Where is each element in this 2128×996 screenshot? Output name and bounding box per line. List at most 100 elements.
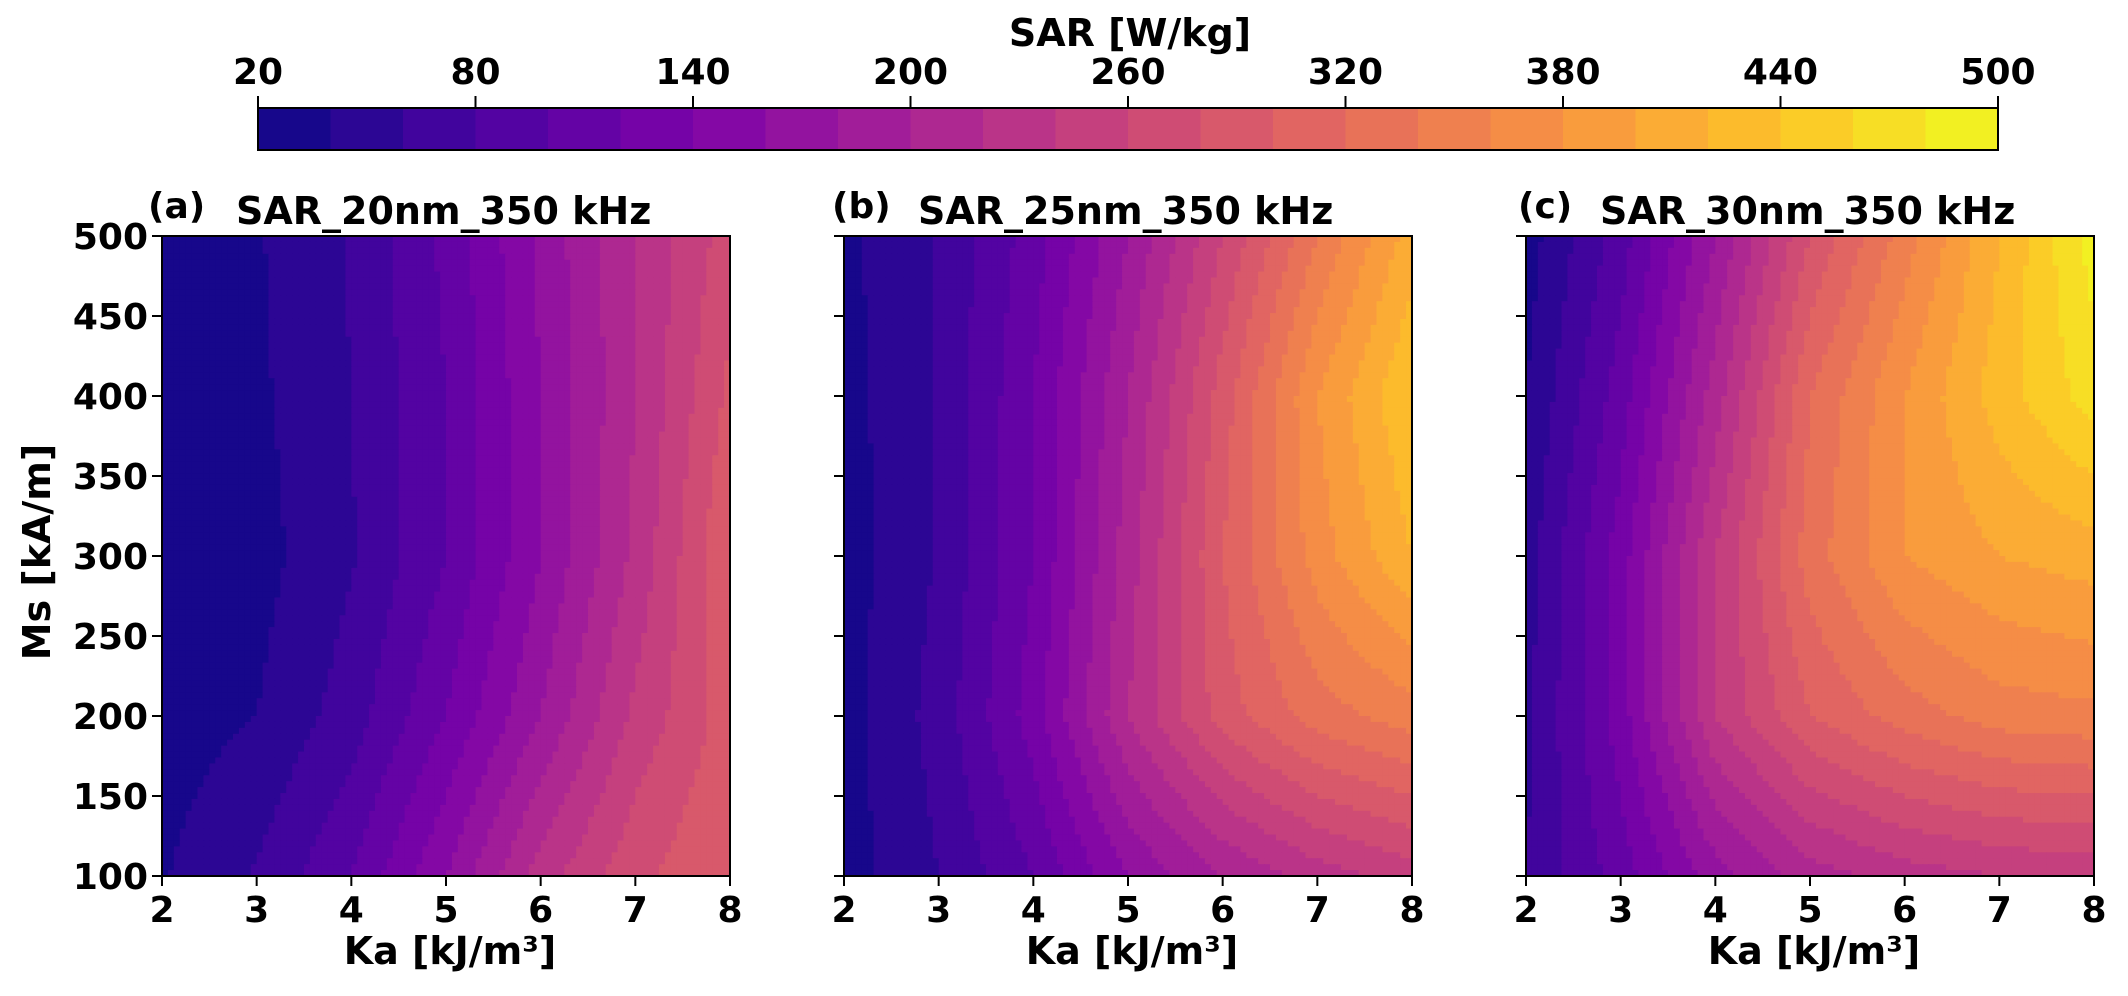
heatmap-cell: [434, 360, 441, 367]
heatmap-cell: [647, 254, 654, 261]
heatmap-cell: [393, 467, 400, 474]
heatmap-cell: [482, 503, 489, 510]
heatmap-cell: [606, 396, 613, 403]
heatmap-cell: [712, 248, 719, 255]
heatmap-cell: [298, 248, 305, 255]
heatmap-cell: [464, 289, 471, 296]
heatmap-cell: [553, 301, 560, 308]
heatmap-cell: [328, 426, 335, 433]
heatmap-cell: [215, 248, 222, 255]
heatmap-cell: [168, 455, 175, 462]
heatmap-cell: [689, 390, 696, 397]
heatmap-cell: [251, 343, 258, 350]
heatmap-cell: [505, 283, 512, 290]
heatmap-cell: [659, 485, 666, 492]
heatmap-cell: [375, 491, 382, 498]
heatmap-cell: [677, 266, 684, 273]
heatmap-cell: [251, 254, 258, 261]
heatmap-cell: [594, 301, 601, 308]
heatmap-cell: [624, 313, 631, 320]
heatmap-cell: [600, 319, 607, 326]
heatmap-cell: [700, 485, 707, 492]
heatmap-cell: [553, 319, 560, 326]
heatmap-cell: [416, 307, 423, 314]
heatmap-cell: [570, 420, 577, 427]
heatmap-cell: [452, 301, 459, 308]
heatmap-cell: [411, 325, 418, 332]
heatmap-cell: [221, 402, 228, 409]
heatmap-cell: [345, 319, 352, 326]
heatmap-cell: [695, 396, 702, 403]
heatmap-cell: [221, 437, 228, 444]
heatmap-cell: [635, 396, 642, 403]
heatmap-cell: [600, 402, 607, 409]
heatmap-cell: [635, 301, 642, 308]
heatmap-cell: [647, 473, 654, 480]
heatmap-cell: [428, 420, 435, 427]
heatmap-cell: [357, 266, 364, 273]
heatmap-cell: [564, 396, 571, 403]
heatmap-cell: [558, 402, 565, 409]
heatmap-cell: [375, 307, 382, 314]
heatmap-cell: [298, 432, 305, 439]
heatmap-cell: [405, 277, 412, 284]
heatmap-cell: [647, 491, 654, 498]
heatmap-cell: [215, 355, 222, 362]
heatmap-cell: [464, 307, 471, 314]
heatmap-cell: [629, 313, 636, 320]
heatmap-cell: [357, 420, 364, 427]
heatmap-cell: [718, 378, 725, 385]
heatmap-cell: [612, 295, 619, 302]
heatmap-cell: [671, 272, 678, 279]
heatmap-cell: [381, 289, 388, 296]
heatmap-cell: [345, 408, 352, 415]
heatmap-cell: [718, 343, 725, 350]
heatmap-cell: [629, 349, 636, 356]
heatmap-cell: [493, 331, 500, 338]
heatmap-cell: [192, 473, 199, 480]
heatmap-cell: [511, 396, 518, 403]
heatmap-cell: [381, 301, 388, 308]
heatmap-cell: [239, 479, 246, 486]
heatmap-cell: [428, 491, 435, 498]
heatmap-cell: [263, 390, 270, 397]
heatmap-cell: [665, 266, 672, 273]
heatmap-cell: [405, 414, 412, 421]
heatmap-cell: [351, 437, 358, 444]
heatmap-cell: [659, 396, 666, 403]
heatmap-cell: [186, 325, 193, 332]
heatmap-cell: [712, 349, 719, 356]
heatmap-cell: [671, 408, 678, 415]
heatmap-cell: [618, 432, 625, 439]
heatmap-cell: [393, 479, 400, 486]
heatmap-cell: [683, 283, 690, 290]
heatmap-cell: [369, 343, 376, 350]
heatmap-cell: [239, 414, 246, 421]
heatmap-cell: [411, 432, 418, 439]
heatmap-cell: [363, 260, 370, 267]
heatmap-cell: [535, 503, 542, 510]
heatmap-cell: [198, 384, 205, 391]
heatmap-cell: [422, 414, 429, 421]
heatmap-cell: [706, 491, 713, 498]
heatmap-cell: [322, 384, 329, 391]
heatmap-cell: [446, 331, 453, 338]
heatmap-cell: [198, 426, 205, 433]
heatmap-cell: [221, 349, 228, 356]
heatmap-cell: [269, 491, 276, 498]
heatmap-cell: [570, 289, 577, 296]
heatmap-cell: [677, 420, 684, 427]
heatmap-cell: [340, 432, 347, 439]
heatmap-cell: [251, 289, 258, 296]
heatmap-cell: [535, 420, 542, 427]
heatmap-cell: [274, 319, 281, 326]
heatmap-cell: [198, 437, 205, 444]
heatmap-cell: [641, 260, 648, 267]
heatmap-cell: [387, 485, 394, 492]
heatmap-cell: [712, 301, 719, 308]
heatmap-cell: [369, 272, 376, 279]
heatmap-cell: [209, 283, 216, 290]
heatmap-cell: [251, 360, 258, 367]
heatmap-cell: [487, 414, 494, 421]
heatmap-cell: [411, 461, 418, 468]
